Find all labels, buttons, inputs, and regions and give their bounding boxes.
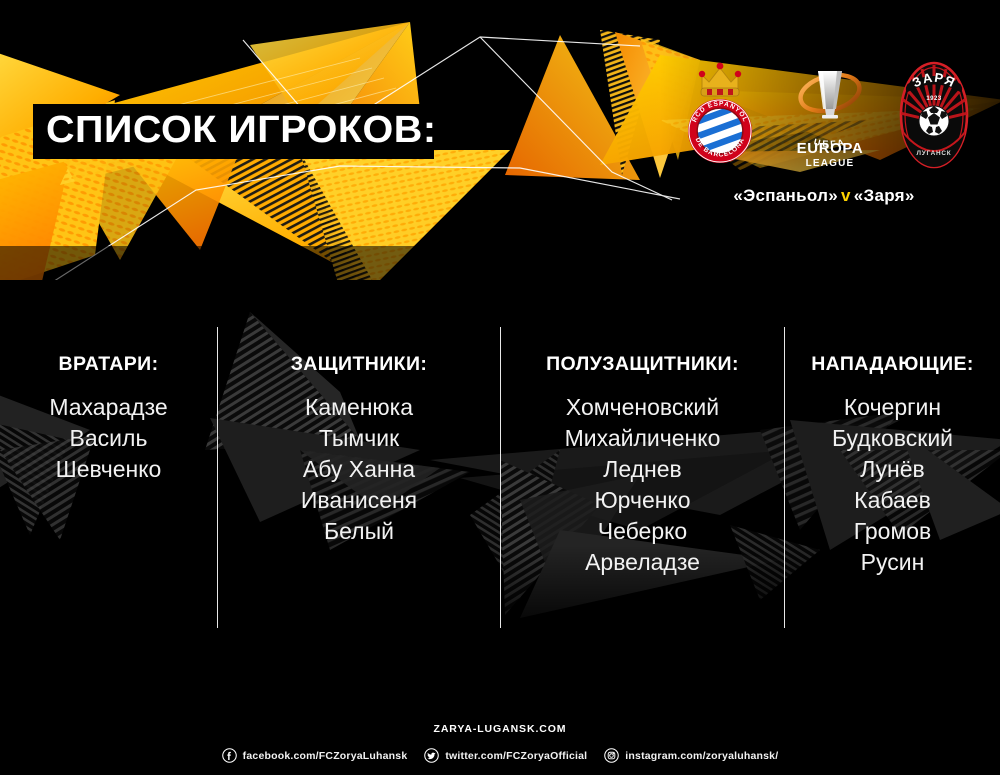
column-header-forwards: НАПАДАЮЩИЕ: — [811, 353, 974, 375]
versus-separator: v — [841, 186, 851, 205]
player-list-defenders: Каменюка Тымчик Абу Ханна Иванисеня Белы… — [218, 392, 500, 547]
player-name: Леднев — [603, 456, 682, 482]
player-name: Кабаев — [854, 487, 931, 513]
page-title: СПИСОК ИГРОКОВ: — [46, 109, 437, 151]
squad-columns: ВРАТАРИ: Махарадзе Василь Шевченко ЗАЩИТ… — [0, 325, 1000, 635]
player-list-forwards: Кочергин Будковский Лунёв Кабаев Громов … — [785, 392, 1000, 578]
player-name: Будковский — [831, 425, 954, 451]
facebook-icon — [221, 748, 237, 763]
column-forwards: НАПАДАЮЩИЕ: Кочергин Будковский Лунёв Ка… — [785, 325, 1000, 578]
twitter-label: twitter.com/FCZoryaOfficial — [445, 749, 588, 762]
match-fixture-line: «Эспаньол» v «Заря» — [676, 186, 972, 206]
column-goalkeepers: ВРАТАРИ: Махарадзе Василь Шевченко — [0, 325, 217, 485]
league-text: LEAGUE — [806, 158, 855, 169]
player-name: Тымчик — [318, 425, 400, 451]
social-link-facebook[interactable]: facebook.com/FCZoryaLuhansk — [221, 748, 408, 763]
facebook-label: facebook.com/FCZoryaLuhansk — [242, 749, 408, 762]
player-name: Арвеладзе — [585, 549, 700, 575]
website-url[interactable]: ZARYA-LUGANSK.COM — [433, 723, 567, 735]
column-header-midfielders: ПОЛУЗАЩИТНИКИ: — [546, 353, 739, 375]
column-divider-3 — [784, 327, 785, 628]
social-links: facebook.com/FCZoryaLuhansk twitter.com/… — [0, 748, 1000, 763]
column-divider-1 — [217, 327, 218, 628]
away-team-name: «Заря» — [853, 186, 915, 205]
header-abstract-graphic — [0, 0, 1000, 312]
player-name: Чеберко — [597, 518, 688, 544]
column-divider-2 — [500, 327, 501, 628]
player-name: Громов — [853, 518, 932, 544]
europa-text: EUROPA — [797, 140, 864, 157]
zarya-city-text: ЛУГАНСК — [916, 150, 951, 157]
player-name: Михайличенко — [564, 425, 721, 451]
page-title-band: СПИСОК ИГРОКОВ: — [33, 104, 437, 159]
instagram-label: instagram.com/zoryaluhansk/ — [625, 749, 779, 762]
player-name: Каменюка — [304, 394, 414, 420]
player-name: Белый — [324, 518, 394, 544]
social-link-twitter[interactable]: twitter.com/FCZoryaOfficial — [424, 748, 587, 763]
player-name: Василь — [69, 425, 148, 451]
player-name: Лунёв — [860, 456, 925, 482]
footer: ZARYA-LUGANSK.COM facebook.com/FCZoryaLu… — [0, 723, 1000, 763]
zarya-year-text: 1923 — [926, 96, 942, 102]
instagram-icon — [604, 748, 620, 763]
player-name: Шевченко — [55, 456, 162, 482]
player-name: Махарадзе — [49, 394, 168, 420]
svg-text:UEFA: UEFA — [813, 136, 847, 148]
player-name: Юрченко — [594, 487, 691, 513]
espanyol-crest: RCD ESPANYOL DE BARCELONA — [676, 59, 764, 176]
player-name: Кочергин — [843, 394, 942, 420]
zarya-luhansk-crest: ЗАРЯ 1923 ЛУГАНСК — [896, 59, 972, 176]
column-midfielders: ПОЛУЗАЩИТНИКИ: Хомченовский Михайличенко… — [501, 325, 784, 578]
column-defenders: ЗАЩИТНИКИ: Каменюка Тымчик Абу Ханна Ива… — [218, 325, 500, 547]
player-list-goalkeepers: Махарадзе Василь Шевченко — [0, 392, 217, 485]
player-name: Абу Ханна — [302, 456, 416, 482]
player-name: Русин — [860, 549, 925, 575]
home-team-name: «Эспаньол» — [733, 186, 838, 205]
column-header-goalkeepers: ВРАТАРИ: — [58, 353, 159, 375]
social-link-instagram[interactable]: instagram.com/zoryaluhansk/ — [604, 748, 778, 763]
twitter-icon — [424, 748, 440, 763]
player-list-midfielders: Хомченовский Михайличенко Леднев Юрченко… — [501, 392, 784, 578]
player-name: Хомченовский — [565, 394, 720, 420]
crest-row: RCD ESPANYOL DE BARCELONA — [676, 58, 972, 176]
player-name: Иванисеня — [300, 487, 418, 513]
uefa-text: UEFA — [813, 136, 845, 148]
uefa-europa-league-logo: UEFA EUROPA LEAGUE — [787, 59, 873, 176]
column-header-defenders: ЗАЩИТНИКИ: — [290, 353, 428, 375]
